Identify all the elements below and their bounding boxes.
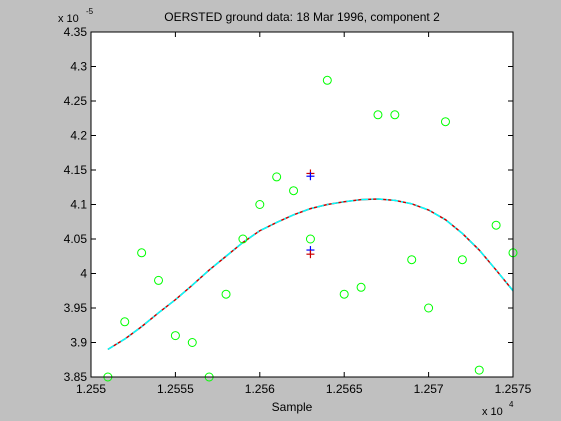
data-point-circle <box>390 110 400 120</box>
data-point-circle <box>373 110 383 120</box>
data-point-circle <box>272 172 282 182</box>
data-point-circle <box>305 234 315 244</box>
x-tick-label: 1.255 <box>76 382 106 396</box>
data-point-circle <box>440 117 450 127</box>
data-point-circle <box>187 338 197 347</box>
data-point-circle <box>457 255 467 265</box>
data-point-circle <box>407 255 417 265</box>
y-multiplier-label: x 10 <box>58 13 79 25</box>
y-tick-label: 4.3 <box>70 60 87 74</box>
y-tick-label: 4.15 <box>64 163 88 177</box>
axis-ticks-group: 1.255 1.2555 1.256 1.2565 1.257 1.2575 3.85 3.9… <box>64 25 532 396</box>
y-tick-label: 3.9 <box>70 336 87 350</box>
data-point-circle <box>137 248 147 258</box>
x-multiplier-exponent: 4 <box>509 400 514 409</box>
y-tick-label: 4.2 <box>70 129 87 143</box>
data-point-circle <box>322 75 332 85</box>
data-point-circle <box>154 275 164 285</box>
data-point-circle <box>356 282 366 292</box>
fit-line-red <box>107 198 514 351</box>
plot-area <box>91 32 513 377</box>
x-tick-label: 1.257 <box>414 382 444 396</box>
data-point-circle <box>221 289 231 299</box>
chart-title: OERSTED ground data: 18 Mar 1996, compon… <box>164 10 440 24</box>
data-point-circle <box>289 186 299 196</box>
data-point-circle <box>339 289 349 299</box>
plus-marker <box>306 250 315 259</box>
y-tick-label: 3.85 <box>64 370 88 384</box>
y-tick-label: 4.25 <box>64 94 88 108</box>
y-tick-label: 4.05 <box>64 232 88 246</box>
plus-marker <box>306 172 315 181</box>
y-tick-label: 4 <box>80 267 87 281</box>
y-tick-label: 4.1 <box>70 198 87 212</box>
x-axis-label: Sample <box>272 400 313 414</box>
fit-curve-group <box>107 198 514 351</box>
data-point-circle <box>170 331 180 341</box>
data-point-circle <box>255 200 265 209</box>
x-tick-label: 1.2575 <box>495 382 532 396</box>
y-tick-label: 4.35 <box>64 25 88 39</box>
data-point-circle <box>424 303 434 313</box>
data-point-circle <box>491 220 501 230</box>
data-point-circle <box>474 365 484 375</box>
x-tick-label: 1.2555 <box>157 382 194 396</box>
x-multiplier-label: x 10 <box>482 406 503 418</box>
x-tick-label: 1.2565 <box>326 382 363 396</box>
y-multiplier-exponent: -5 <box>86 7 94 16</box>
y-tick-label: 3.95 <box>64 301 88 315</box>
data-marker-group <box>103 75 518 382</box>
data-point-circle <box>120 317 130 327</box>
data-point-circle <box>238 234 248 244</box>
x-tick-label: 1.256 <box>245 382 275 396</box>
